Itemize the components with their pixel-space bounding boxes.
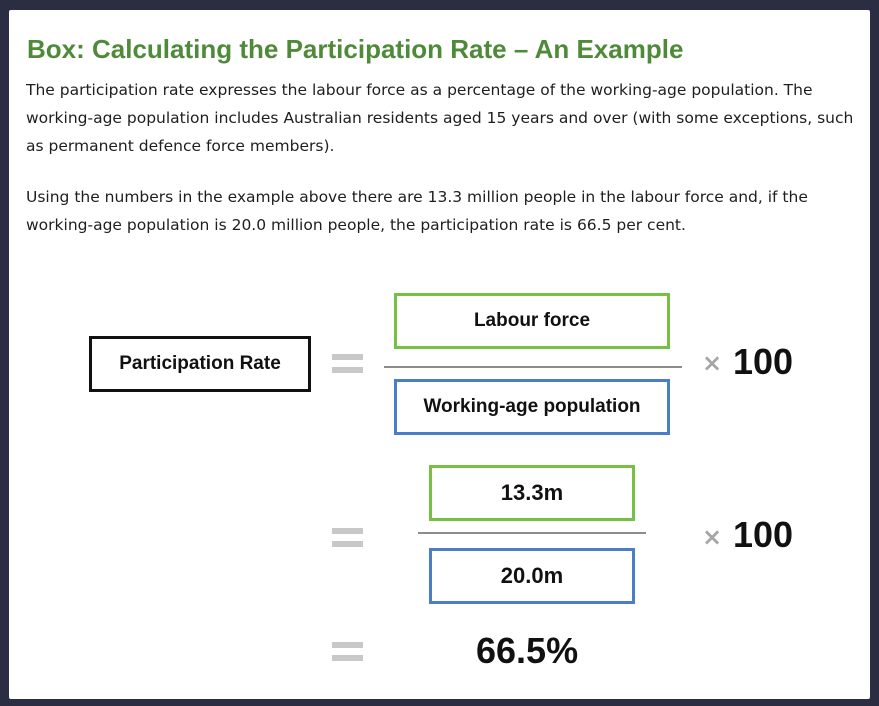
participation-rate-result: 66.5% [476, 630, 579, 671]
labour-force-box: Labour force [394, 293, 670, 349]
participation-rate-box: Participation Rate [89, 336, 311, 392]
intro-paragraph: The participation rate expresses the lab… [26, 81, 854, 155]
labour-force-value-box: 13.3m [429, 465, 635, 521]
info-box: Box: Calculating the Participation Rate … [9, 10, 870, 699]
fraction-bar [384, 366, 682, 368]
fraction-bar [418, 532, 646, 534]
multiply-sign: × [702, 349, 723, 377]
working-age-population-box: Working-age population [394, 379, 670, 435]
multiply-sign: × [702, 523, 723, 551]
box-title: Box: Calculating the Participation Rate … [27, 34, 684, 64]
multiplier-100: 100 [733, 341, 794, 382]
multiplier-100: 100 [733, 514, 794, 555]
example-paragraph: Using the numbers in the example above t… [26, 188, 808, 234]
working-age-population-value-box: 20.0m [429, 548, 635, 604]
